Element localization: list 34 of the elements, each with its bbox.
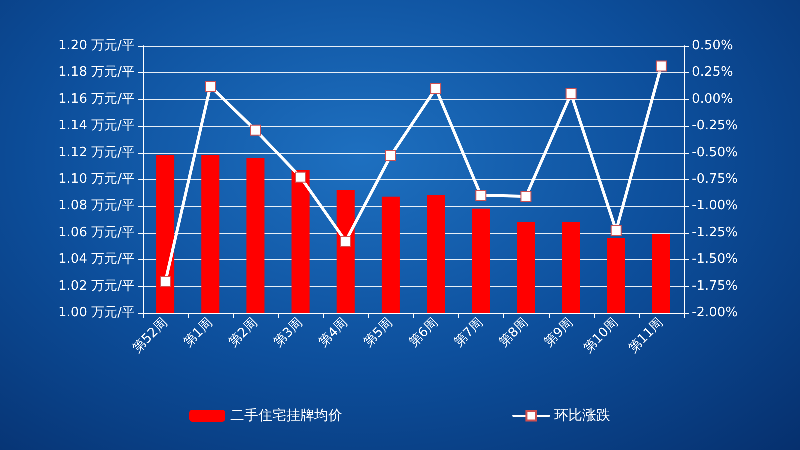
y-tick-label: 1.02 万元/平 [58, 278, 135, 294]
x-tick-label: 第5周 [361, 316, 396, 351]
y-tick-label: 1.14 万元/平 [58, 118, 135, 134]
y-tick-label: 1.20 万元/平 [58, 38, 135, 54]
x-tick-label: 第7周 [452, 316, 486, 351]
y-tick-label: 1.10 万元/平 [58, 172, 135, 187]
legend-label: 环比涨跌 [554, 408, 610, 424]
x-tick-label: 第3周 [271, 316, 306, 351]
y2-tick-label: -0.50% [692, 145, 738, 160]
x-tick-label: 第2周 [226, 316, 262, 351]
y2-tick-label: -0.25% [692, 118, 738, 134]
legend-label: 二手住宅挂牌均价 [230, 408, 342, 424]
y2-tick-label: -0.75% [692, 172, 738, 187]
x-tick-label: 第1周 [181, 316, 216, 351]
y-tick-label: 1.12 万元/平 [58, 145, 135, 160]
y2-tick-label: 0.00% [692, 92, 734, 107]
y-tick-label: 1.06 万元/平 [58, 225, 135, 240]
x-tick-label: 第9周 [542, 316, 577, 351]
x-tick-label: 第11周 [626, 316, 667, 356]
y-tick-label: 1.18 万元/平 [58, 65, 135, 80]
y2-tick-label: -2.00% [692, 306, 738, 320]
x-tick-label: 第4周 [316, 316, 352, 351]
y-tick-label: 1.16 万元/平 [58, 92, 135, 107]
y2-tick-label: -1.25% [692, 225, 738, 240]
y2-tick-label: 0.25% [692, 65, 734, 80]
x-tick-label: 第6周 [406, 316, 442, 351]
y-tick-label: 1.04 万元/平 [58, 252, 135, 268]
y2-tick-label: -1.00% [692, 198, 738, 214]
x-tick-label: 第8周 [496, 316, 532, 351]
y2-tick-label: -1.50% [692, 252, 738, 268]
y-tick-label: 1.08 万元/平 [58, 198, 135, 214]
y2-tick-label: 0.50% [692, 38, 734, 54]
y2-tick-label: -1.75% [692, 278, 738, 294]
x-tick-label: 第10周 [581, 316, 622, 356]
